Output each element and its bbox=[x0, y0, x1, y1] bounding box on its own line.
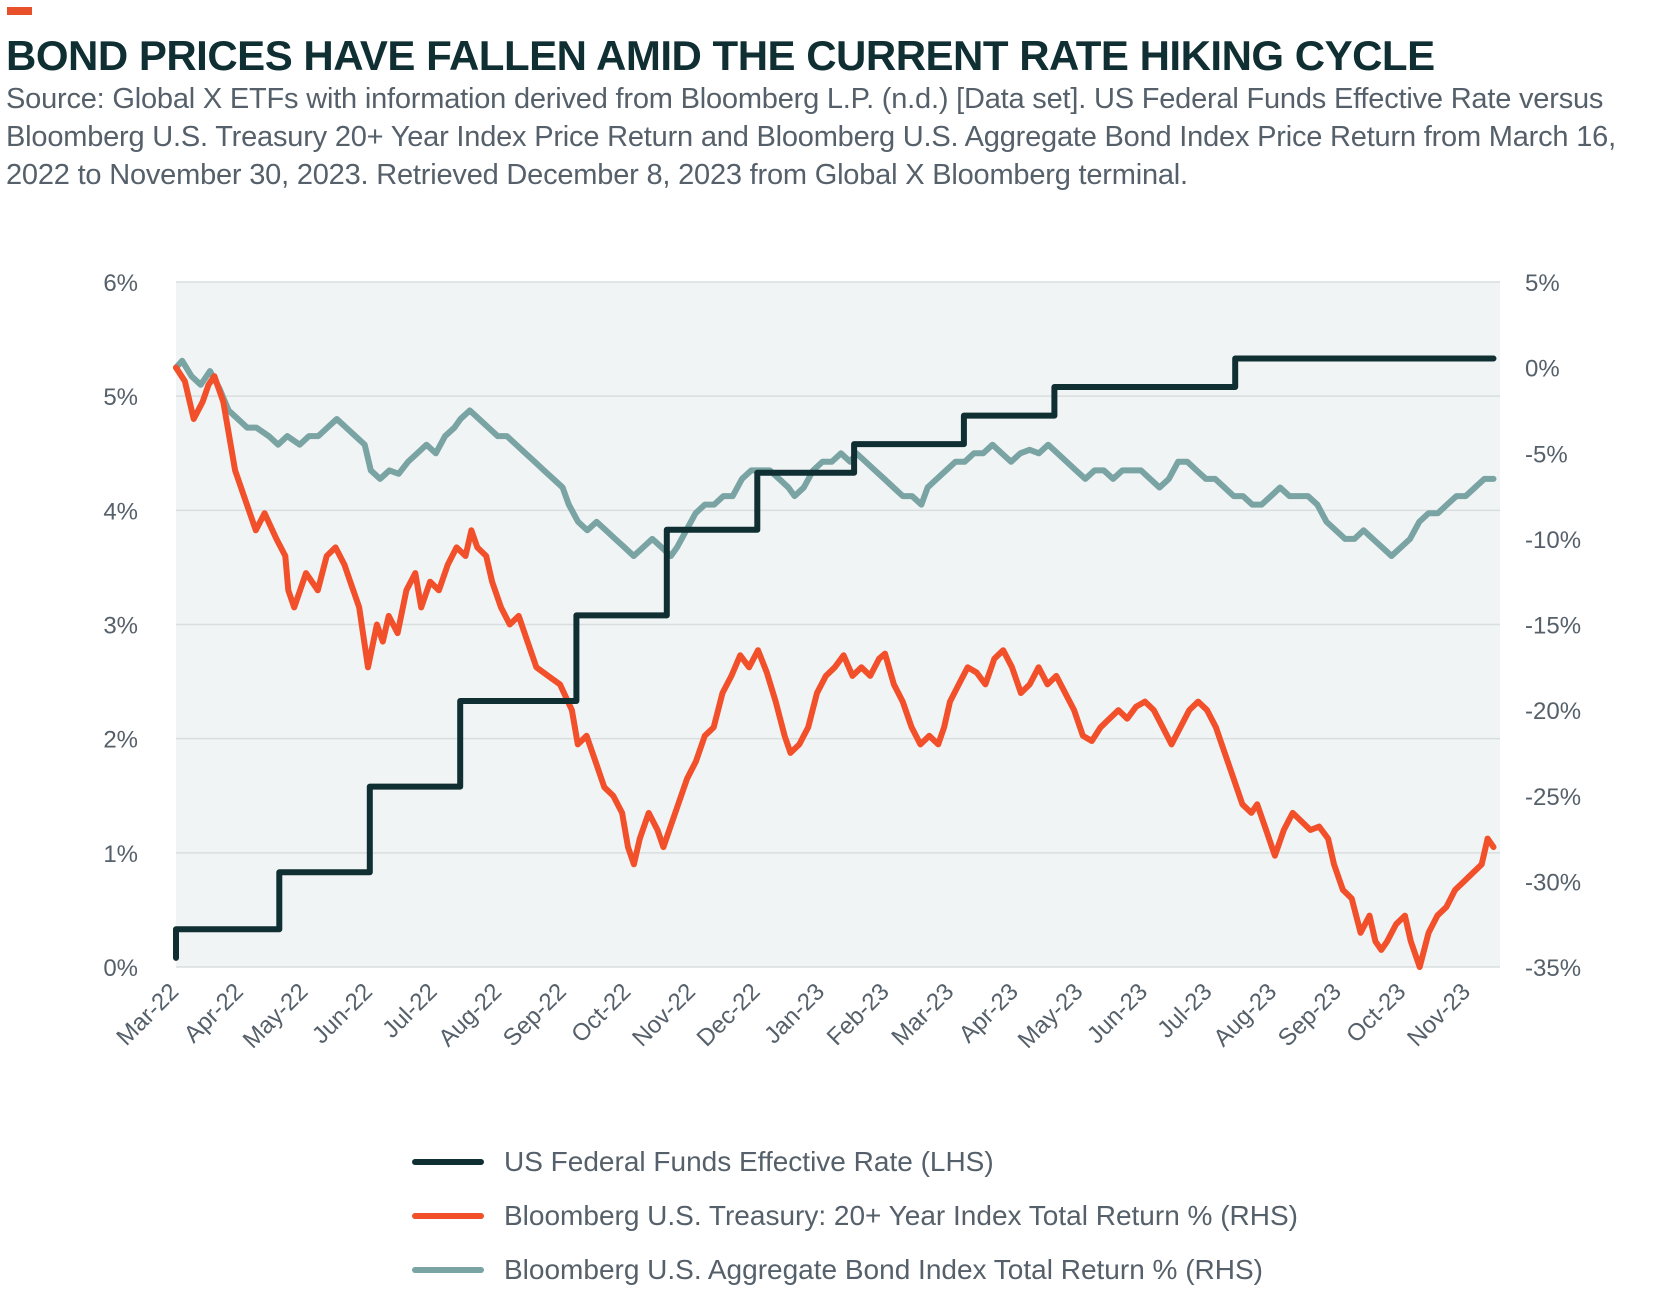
left-tick-label: 1% bbox=[103, 841, 138, 868]
x-tick-label: Nov-23 bbox=[1402, 978, 1476, 1052]
legend-label-fed-funds: US Federal Funds Effective Rate (LHS) bbox=[504, 1146, 994, 1177]
left-tick-label: 2% bbox=[103, 727, 138, 754]
left-tick-label: 5% bbox=[103, 384, 138, 411]
grid-lines bbox=[176, 281, 1500, 968]
right-tick-label: 5% bbox=[1525, 270, 1560, 297]
legend-item-treasury: Bloomberg U.S. Treasury: 20+ Year Index … bbox=[412, 1189, 1312, 1243]
left-tick-label: 3% bbox=[103, 613, 138, 640]
left-tick-label: 4% bbox=[103, 498, 138, 525]
right-tick-label: -35% bbox=[1525, 955, 1581, 982]
treasury-20y-line bbox=[173, 364, 1497, 970]
legend-swatch-aggregate bbox=[412, 1267, 484, 1273]
legend: US Federal Funds Effective Rate (LHS) Bl… bbox=[412, 1135, 1312, 1297]
x-tick-label: Jan-23 bbox=[759, 978, 830, 1049]
x-tick-label: Mar-22 bbox=[111, 978, 184, 1051]
right-tick-label: -20% bbox=[1525, 698, 1581, 725]
chart-title: BOND PRICES HAVE FALLEN AMID THE CURRENT… bbox=[6, 32, 1435, 79]
x-tick-label: May-22 bbox=[238, 978, 314, 1054]
legend-label-aggregate: Bloomberg U.S. Aggregate Bond Index Tota… bbox=[504, 1254, 1263, 1285]
x-tick-label: Sep-23 bbox=[1273, 978, 1347, 1052]
x-tick-label: Apr-23 bbox=[954, 978, 1024, 1048]
right-tick-label: -15% bbox=[1525, 613, 1581, 640]
x-tick-label: Oct-22 bbox=[566, 978, 636, 1048]
right-axis-ticks: 5% 0% -5% -10% -15% -20% -25% -30% -35% bbox=[1525, 270, 1581, 982]
legend-swatch-fed-funds bbox=[412, 1159, 484, 1165]
right-tick-label: 0% bbox=[1525, 356, 1560, 383]
right-tick-label: -25% bbox=[1525, 784, 1581, 811]
chart-source-note: Source: Global X ETFs with information d… bbox=[6, 83, 1616, 191]
fed-funds-rate-line bbox=[173, 355, 1497, 961]
right-tick-label: -10% bbox=[1525, 527, 1581, 554]
aggregate-bond-line bbox=[173, 357, 1497, 559]
right-tick-label: -30% bbox=[1525, 869, 1581, 896]
legend-swatch-treasury bbox=[412, 1213, 484, 1219]
right-tick-label: -5% bbox=[1525, 441, 1568, 468]
x-tick-label: Oct-23 bbox=[1341, 978, 1411, 1048]
x-tick-label: Sep-22 bbox=[498, 978, 572, 1052]
x-tick-label: Feb-23 bbox=[822, 978, 895, 1051]
x-tick-label: Aug-23 bbox=[1208, 978, 1282, 1052]
legend-label-treasury: Bloomberg U.S. Treasury: 20+ Year Index … bbox=[504, 1200, 1298, 1231]
x-tick-label: Apr-22 bbox=[179, 978, 249, 1048]
accent-bar bbox=[7, 7, 32, 15]
x-tick-label: May-23 bbox=[1013, 978, 1089, 1054]
x-tick-label: Mar-23 bbox=[886, 978, 959, 1051]
x-tick-label: Nov-22 bbox=[627, 978, 701, 1052]
x-tick-label: Jun-22 bbox=[307, 978, 378, 1049]
x-tick-label: Aug-22 bbox=[433, 978, 507, 1052]
legend-item-fed-funds: US Federal Funds Effective Rate (LHS) bbox=[412, 1135, 1312, 1189]
legend-item-aggregate: Bloomberg U.S. Aggregate Bond Index Tota… bbox=[412, 1243, 1312, 1297]
series-lines bbox=[173, 355, 1497, 970]
x-tick-label: Jun-23 bbox=[1082, 978, 1153, 1049]
left-axis-ticks: 0% 1% 2% 3% 4% 5% 6% bbox=[103, 270, 138, 982]
left-tick-label: 0% bbox=[103, 955, 138, 982]
left-tick-label: 6% bbox=[103, 270, 138, 297]
x-tick-label: Dec-22 bbox=[692, 978, 766, 1052]
